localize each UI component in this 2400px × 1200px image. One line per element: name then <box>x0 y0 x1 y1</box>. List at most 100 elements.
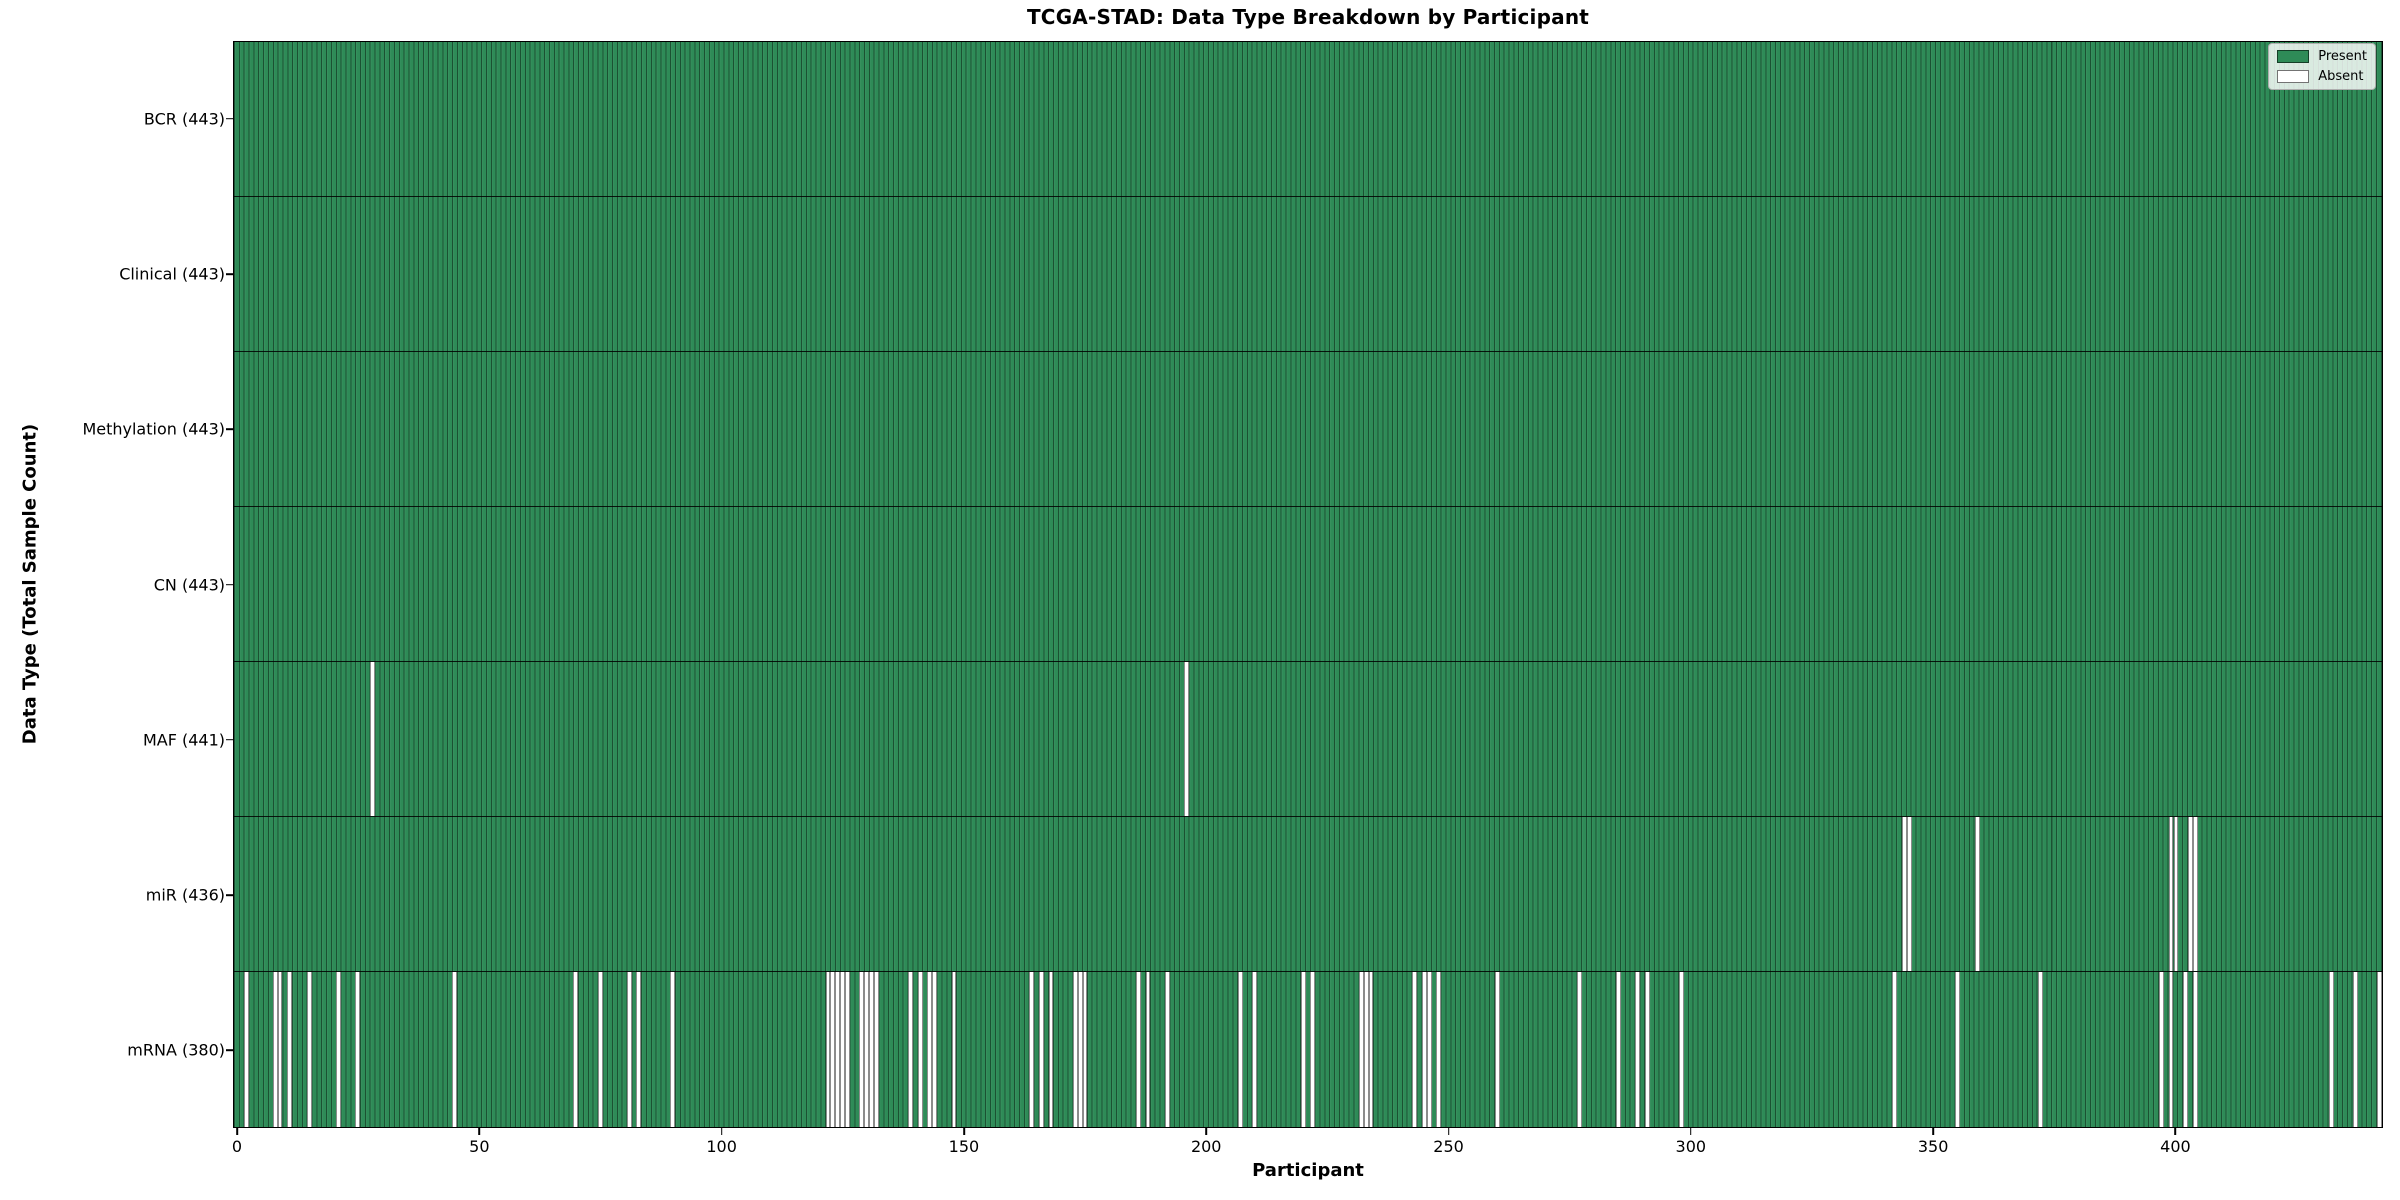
absent-bar <box>1644 972 1650 1127</box>
y-tick-label: mRNA (380) <box>127 1040 225 1060</box>
absent-bar <box>1077 972 1083 1127</box>
legend-entry-absent: Absent <box>2277 69 2367 84</box>
y-tick-label: BCR (443) <box>143 109 225 129</box>
y-tick-mark <box>226 1049 233 1052</box>
legend: Present Absent <box>2268 43 2376 90</box>
absent-bar <box>1038 972 1044 1127</box>
absent-bar <box>1426 972 1432 1127</box>
y-tick-label: Methylation (443) <box>82 419 225 439</box>
y-tick-label: miR (436) <box>145 885 225 905</box>
x-tick-label: 200 <box>1190 1137 1222 1156</box>
chart-title: TCGA-STAD: Data Type Breakdown by Partic… <box>1026 5 1590 29</box>
absent-bar <box>287 972 293 1127</box>
absent-bar <box>1363 972 1369 1127</box>
x-tick-mark <box>2174 1128 2177 1135</box>
absent-bar <box>859 972 865 1127</box>
x-tick-mark <box>1447 1128 1450 1135</box>
row-maf <box>234 662 2382 817</box>
absent-bar <box>306 972 312 1127</box>
absent-bar <box>1252 972 1258 1127</box>
x-tick-mark <box>963 1128 965 1135</box>
absent-bar <box>2377 972 2382 1127</box>
absent-bar <box>369 662 375 816</box>
row-bcr <box>234 42 2382 197</box>
absent-bar <box>1635 972 1641 1127</box>
row-mir <box>234 817 2382 972</box>
present-swatch <box>2277 50 2310 63</box>
absent-bar <box>2173 817 2179 971</box>
absent-swatch <box>2277 70 2310 83</box>
x-tick-label: 350 <box>1917 1137 1949 1156</box>
absent-bar <box>1906 817 1912 971</box>
absent-bar <box>830 972 836 1127</box>
absent-bar <box>335 972 341 1127</box>
absent-bar <box>626 972 632 1127</box>
absent-bar <box>2158 972 2164 1127</box>
y-tick-mark <box>226 894 233 896</box>
y-tick-mark <box>226 738 233 741</box>
y-tick-mark <box>226 273 233 275</box>
absent-bar <box>2188 817 2193 971</box>
absent-bar <box>932 972 938 1127</box>
row-methylation <box>234 352 2382 507</box>
absent-bar <box>1048 972 1054 1127</box>
absent-bar <box>907 972 913 1127</box>
absent-bar <box>243 972 249 1127</box>
absent-bar <box>917 972 923 1127</box>
absent-bar <box>1029 972 1035 1127</box>
absent-bar <box>1577 972 1582 1127</box>
absent-bar <box>1421 972 1427 1127</box>
absent-bar <box>1082 972 1088 1127</box>
x-tick-label: 250 <box>1433 1137 1464 1156</box>
absent-bar <box>2352 972 2358 1127</box>
y-tick-label: CN (443) <box>153 575 225 594</box>
y-axis-title: Data Type (Total Sample Count) <box>19 423 41 745</box>
absent-bar <box>825 972 831 1127</box>
legend-present-label: Present <box>2318 49 2367 64</box>
x-axis-title: Participant <box>1252 1160 1364 1181</box>
absent-bar <box>1412 972 1418 1127</box>
x-tick-label: 150 <box>948 1137 980 1156</box>
legend-absent-label: Absent <box>2318 69 2364 84</box>
x-tick-label: 100 <box>706 1137 737 1156</box>
absent-bar <box>2168 972 2174 1127</box>
absent-bar <box>840 972 845 1127</box>
absent-bar <box>2183 972 2189 1127</box>
y-tick-mark <box>226 583 233 586</box>
x-tick-mark <box>720 1128 723 1135</box>
absent-bar <box>1184 662 1190 816</box>
absent-bar <box>2037 972 2043 1127</box>
absent-bar <box>1974 817 1980 971</box>
absent-bar <box>1310 972 1316 1127</box>
y-tick-mark <box>226 428 233 430</box>
x-tick-label: 50 <box>469 1137 490 1156</box>
absent-bar <box>835 972 841 1127</box>
x-tick-label: 300 <box>1675 1137 1707 1156</box>
absent-bar <box>1358 972 1364 1127</box>
plot-area <box>233 41 2383 1128</box>
absent-bar <box>951 972 957 1127</box>
x-tick-mark <box>1932 1128 1934 1135</box>
y-tick-label: MAF (441) <box>142 730 225 750</box>
absent-bar <box>874 972 879 1127</box>
absent-bar <box>2192 817 2198 971</box>
absent-bar <box>272 972 278 1127</box>
legend-entry-present: Present <box>2277 49 2367 64</box>
x-tick-mark <box>1690 1128 1692 1135</box>
row-clinical <box>234 197 2382 352</box>
absent-bar <box>1436 972 1442 1127</box>
absent-bar <box>1237 972 1243 1127</box>
absent-bar <box>869 972 875 1127</box>
absent-bar <box>1072 972 1078 1127</box>
absent-bar <box>277 972 283 1127</box>
x-tick-label: 0 <box>231 1137 243 1156</box>
absent-bar <box>1368 972 1374 1127</box>
y-tick-mark <box>226 117 233 120</box>
x-tick-mark <box>1205 1128 1208 1135</box>
absent-bar <box>1135 972 1141 1127</box>
absent-bar <box>2328 972 2334 1127</box>
absent-bar <box>1300 972 1306 1127</box>
absent-bar <box>355 972 361 1127</box>
absent-bar <box>1901 817 1907 971</box>
